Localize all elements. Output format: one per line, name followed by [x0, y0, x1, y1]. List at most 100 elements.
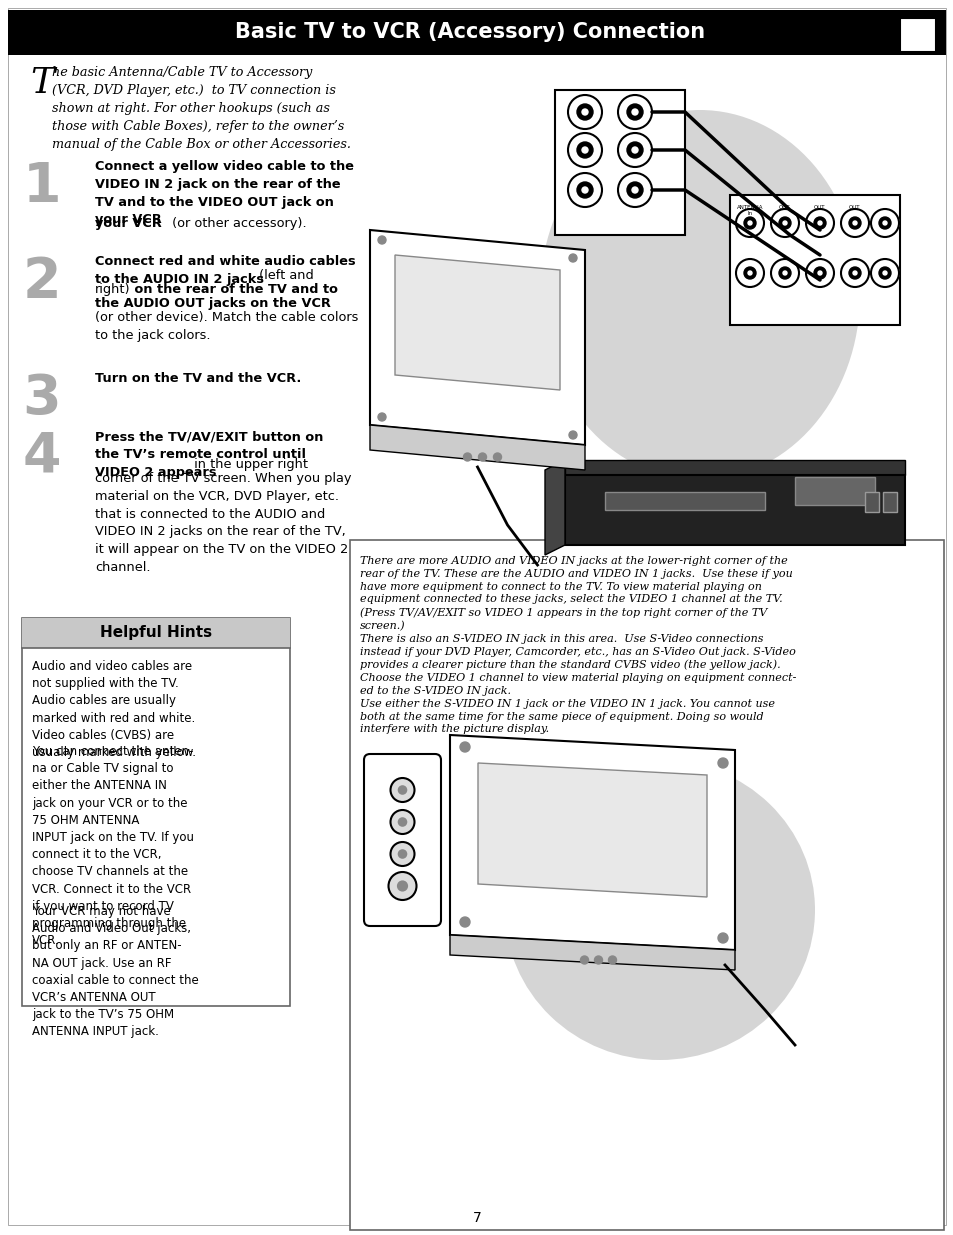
Circle shape [878, 217, 890, 228]
Text: 3: 3 [23, 372, 61, 426]
Circle shape [577, 104, 593, 120]
Circle shape [852, 221, 856, 225]
Bar [794, 477, 874, 505]
Text: on the rear of the TV and to: on the rear of the TV and to [130, 283, 337, 296]
Circle shape [770, 209, 799, 237]
Text: 4: 4 [23, 430, 61, 484]
Text: OUT: OUT [779, 205, 790, 210]
Circle shape [626, 104, 642, 120]
Circle shape [626, 142, 642, 158]
Text: Connect red and white audio cables
to the AUDIO IN 2 jacks: Connect red and white audio cables to th… [95, 254, 355, 285]
Circle shape [631, 147, 638, 153]
Text: Audio and video cables are
not supplied with the TV.
Audio cables are usually
ma: Audio and video cables are not supplied … [32, 659, 195, 760]
Circle shape [594, 956, 602, 965]
Circle shape [577, 142, 593, 158]
Circle shape [817, 221, 821, 225]
Circle shape [478, 453, 486, 461]
Text: T: T [30, 65, 54, 100]
Text: in the upper right: in the upper right [190, 458, 308, 471]
Circle shape [631, 109, 638, 115]
Circle shape [805, 209, 833, 237]
Text: You can connect the anten-
na or Cable TV signal to
either the ANTENNA IN
jack o: You can connect the anten- na or Cable T… [32, 745, 193, 947]
Bar [22, 618, 290, 1007]
Circle shape [735, 259, 763, 287]
Circle shape [743, 267, 755, 279]
Text: 7: 7 [472, 1212, 481, 1225]
Circle shape [568, 254, 577, 262]
Text: There are more AUDIO and VIDEO IN jacks at the lower-right corner of the
rear of: There are more AUDIO and VIDEO IN jacks … [359, 556, 796, 735]
Ellipse shape [504, 760, 814, 1060]
Circle shape [577, 182, 593, 198]
FancyBboxPatch shape [364, 755, 440, 926]
Circle shape [870, 259, 898, 287]
Circle shape [878, 267, 890, 279]
Circle shape [567, 133, 601, 167]
Circle shape [459, 742, 470, 752]
Bar [899, 19, 935, 52]
Circle shape [390, 778, 414, 802]
Circle shape [747, 270, 751, 275]
Polygon shape [450, 935, 734, 969]
Bar [882, 492, 896, 513]
Circle shape [735, 209, 763, 237]
Circle shape [848, 217, 861, 228]
Polygon shape [370, 230, 584, 445]
Circle shape [782, 221, 786, 225]
Circle shape [390, 842, 414, 866]
Circle shape [579, 956, 588, 965]
Text: Your VCR may not have
Audio and Video Out jacks,
but only an RF or ANTEN-
NA OUT: Your VCR may not have Audio and Video Ou… [32, 905, 198, 1039]
Text: your VCR: your VCR [95, 217, 162, 230]
Circle shape [631, 186, 638, 193]
Bar [22, 618, 290, 648]
Circle shape [870, 209, 898, 237]
Circle shape [882, 270, 886, 275]
Circle shape [390, 810, 414, 834]
Text: Connect a yellow video cable to the
VIDEO IN 2 jack on the rear of the
TV and to: Connect a yellow video cable to the VIDE… [95, 161, 354, 226]
Polygon shape [564, 459, 904, 475]
Circle shape [397, 785, 407, 795]
Circle shape [581, 109, 587, 115]
Circle shape [848, 267, 861, 279]
Circle shape [397, 818, 407, 826]
Circle shape [567, 173, 601, 207]
Circle shape [882, 221, 886, 225]
Circle shape [852, 270, 856, 275]
Circle shape [396, 881, 408, 892]
Text: ANTENNA
In: ANTENNA In [736, 205, 762, 216]
Text: (left and: (left and [254, 269, 314, 283]
Polygon shape [450, 735, 734, 950]
Polygon shape [395, 254, 559, 390]
Circle shape [388, 872, 416, 900]
Bar [555, 90, 684, 235]
Circle shape [618, 95, 651, 128]
Polygon shape [477, 763, 706, 897]
Circle shape [608, 956, 616, 965]
Circle shape [813, 217, 825, 228]
Circle shape [567, 95, 601, 128]
Circle shape [779, 217, 790, 228]
Ellipse shape [539, 110, 859, 480]
Bar [350, 540, 943, 1230]
Text: right): right) [95, 283, 131, 296]
Circle shape [568, 431, 577, 438]
Circle shape [377, 236, 386, 245]
Circle shape [459, 918, 470, 927]
Circle shape [581, 147, 587, 153]
Circle shape [747, 221, 751, 225]
Text: he basic Antenna/Cable TV to Accessory
(VCR, DVD Player, etc.)  to TV connection: he basic Antenna/Cable TV to Accessory (… [52, 65, 351, 151]
Circle shape [718, 932, 727, 944]
Circle shape [463, 453, 471, 461]
Circle shape [493, 453, 501, 461]
Circle shape [770, 259, 799, 287]
Text: 2: 2 [23, 254, 61, 309]
Text: Helpful Hints: Helpful Hints [100, 625, 212, 641]
Bar [864, 492, 878, 513]
Circle shape [618, 133, 651, 167]
Circle shape [626, 182, 642, 198]
Text: corner of the TV screen. When you play
material on the VCR, DVD Player, etc.
tha: corner of the TV screen. When you play m… [95, 472, 351, 574]
Text: (or other device). Match the cable colors
to the jack colors.: (or other device). Match the cable color… [95, 311, 358, 342]
Polygon shape [370, 425, 584, 471]
Bar [729, 195, 899, 325]
Bar [8, 10, 945, 56]
Circle shape [782, 270, 786, 275]
